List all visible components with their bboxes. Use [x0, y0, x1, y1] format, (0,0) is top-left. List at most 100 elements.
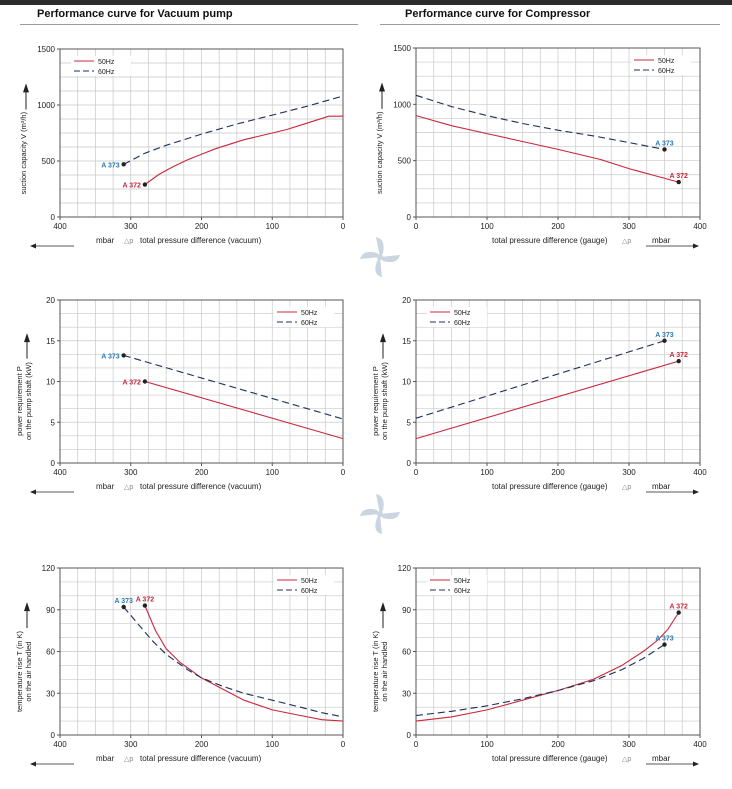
y-tick-label: 120: [398, 564, 412, 573]
operating-point-marker: [121, 353, 126, 358]
plot-area: 0 100 200 300 400 0 5 10 15 20 power requirement P…: [371, 296, 707, 495]
legend-background: [631, 55, 691, 65]
y-tick-label: 15: [46, 337, 55, 346]
legend-background: [71, 56, 131, 66]
y-axis-arrow-head: [380, 333, 386, 343]
y-tick-label: 5: [407, 418, 412, 427]
legend-label: 60Hz: [658, 68, 675, 75]
x-tick-label: 0: [341, 468, 346, 477]
y-tick-label: 500: [42, 157, 56, 166]
x-unit-label: mbar: [96, 754, 115, 763]
x-tick-label: 200: [551, 468, 565, 477]
legend-label: 50Hz: [301, 310, 318, 317]
x-tick-label: 400: [53, 222, 67, 231]
y-tick-label: 0: [51, 459, 56, 468]
operating-point-label: A 373: [114, 598, 133, 605]
legend-label: 50Hz: [658, 58, 675, 65]
series-line-60Hz: [123, 606, 344, 718]
operating-point-marker: [121, 604, 126, 610]
x-unit-label: mbar: [652, 754, 671, 763]
y-tick-label: 10: [46, 378, 55, 387]
y-tick-label: 0: [407, 731, 412, 740]
x-tick-label: 200: [195, 222, 209, 231]
series-line-60Hz: [123, 354, 344, 420]
y-axis-arrow-head: [379, 82, 385, 92]
x-tick-label: 0: [341, 222, 346, 231]
x-tick-label: 0: [414, 222, 419, 231]
x-tick-label: 200: [551, 222, 565, 231]
x-unit-arrow-head: [693, 489, 699, 495]
x-unit-label: mbar: [96, 482, 115, 491]
x-unit-arrow-head: [30, 489, 36, 495]
series-line-50Hz: [415, 360, 679, 440]
legend-label: 60Hz: [454, 320, 471, 327]
x-tick-label: 300: [124, 468, 138, 477]
x-tick-label: 200: [195, 740, 209, 749]
section-title-vacuum: Performance curve for Vacuum pump: [37, 8, 233, 20]
x-tick-label: 200: [551, 740, 565, 749]
y-tick-label: 120: [42, 564, 56, 573]
y-tick-label: 1000: [393, 100, 411, 109]
y-axis-label: temperature rise T (in K): [15, 631, 24, 713]
legend-background: [427, 307, 487, 317]
operating-point-label: A 373: [101, 353, 120, 360]
series-line-60Hz: [415, 94, 665, 150]
operating-point-marker: [662, 642, 667, 647]
y-tick-label: 20: [46, 296, 55, 305]
section-rule-vacuum: [20, 24, 358, 25]
plot-area: 400 300 200 100 0 0 30 60 90 120 temperature rise …: [15, 564, 346, 767]
legend-label: 50Hz: [454, 578, 471, 585]
operating-point-marker: [142, 603, 148, 608]
x-tick-label: 100: [480, 222, 494, 231]
legend-label: 60Hz: [98, 69, 115, 76]
y-axis-arrow-head: [24, 333, 30, 343]
operating-point-label: A 373: [101, 162, 120, 169]
x-tick-label: 0: [414, 468, 419, 477]
legend-background: [631, 65, 691, 75]
y-axis-label: power requirement P: [15, 366, 24, 436]
legend-label: 60Hz: [301, 588, 318, 595]
y-axis-arrow-head: [380, 602, 386, 612]
legend-label: 50Hz: [98, 59, 115, 66]
y-tick-label: 60: [402, 648, 411, 657]
x-unit-arrow-head: [693, 761, 699, 767]
y-tick-label: 500: [398, 157, 412, 166]
fan-logo-watermark-2: [360, 494, 400, 534]
x-tick-label: 400: [693, 222, 707, 231]
operating-point-marker: [676, 610, 681, 615]
operating-point-label: A 373: [655, 636, 674, 643]
y-tick-label: 30: [402, 689, 411, 698]
operating-point-label: A 373: [655, 140, 674, 147]
delta-p-symbol: △p: [622, 484, 631, 491]
y-axis-label: power requirement P: [371, 366, 380, 436]
x-tick-label: 400: [693, 468, 707, 477]
y-tick-label: 0: [51, 731, 56, 740]
operating-point-marker: [676, 179, 681, 185]
x-tick-label: 400: [53, 740, 67, 749]
y-axis-arrow-head: [24, 602, 30, 612]
y-tick-label: 0: [407, 213, 412, 222]
y-axis-label: on the pump shaft (kW): [380, 362, 389, 440]
operating-point-label: A 372: [122, 183, 141, 190]
y-tick-label: 60: [46, 648, 55, 657]
y-axis-label: temperature rise T (in K): [371, 631, 380, 713]
operating-point-marker: [676, 358, 681, 364]
x-axis-label: total pressure difference (gauge): [492, 236, 608, 245]
delta-p-symbol: △p: [124, 238, 133, 245]
x-unit-label: mbar: [96, 236, 115, 245]
operating-point-label: A 372: [669, 173, 688, 180]
x-axis-label: total pressure difference (gauge): [492, 754, 608, 763]
legend-background: [274, 317, 334, 327]
chart-vacuum-power: 400 300 200 100 0 0 5 10 15 20 power requirement P…: [15, 296, 346, 495]
legend-background: [427, 585, 487, 595]
legend-label: 60Hz: [454, 588, 471, 595]
x-tick-label: 300: [622, 740, 636, 749]
chart-compressor-capacity: 0 100 200 300 400 0 500 1000 1500 suction capacit…: [375, 44, 707, 249]
delta-p-symbol: △p: [124, 756, 133, 763]
x-tick-label: 100: [266, 468, 280, 477]
x-tick-label: 400: [693, 740, 707, 749]
section-rule-compressor: [380, 24, 720, 25]
x-tick-label: 300: [124, 222, 138, 231]
y-axis-label: suction capacity V (m³/h): [19, 111, 28, 194]
